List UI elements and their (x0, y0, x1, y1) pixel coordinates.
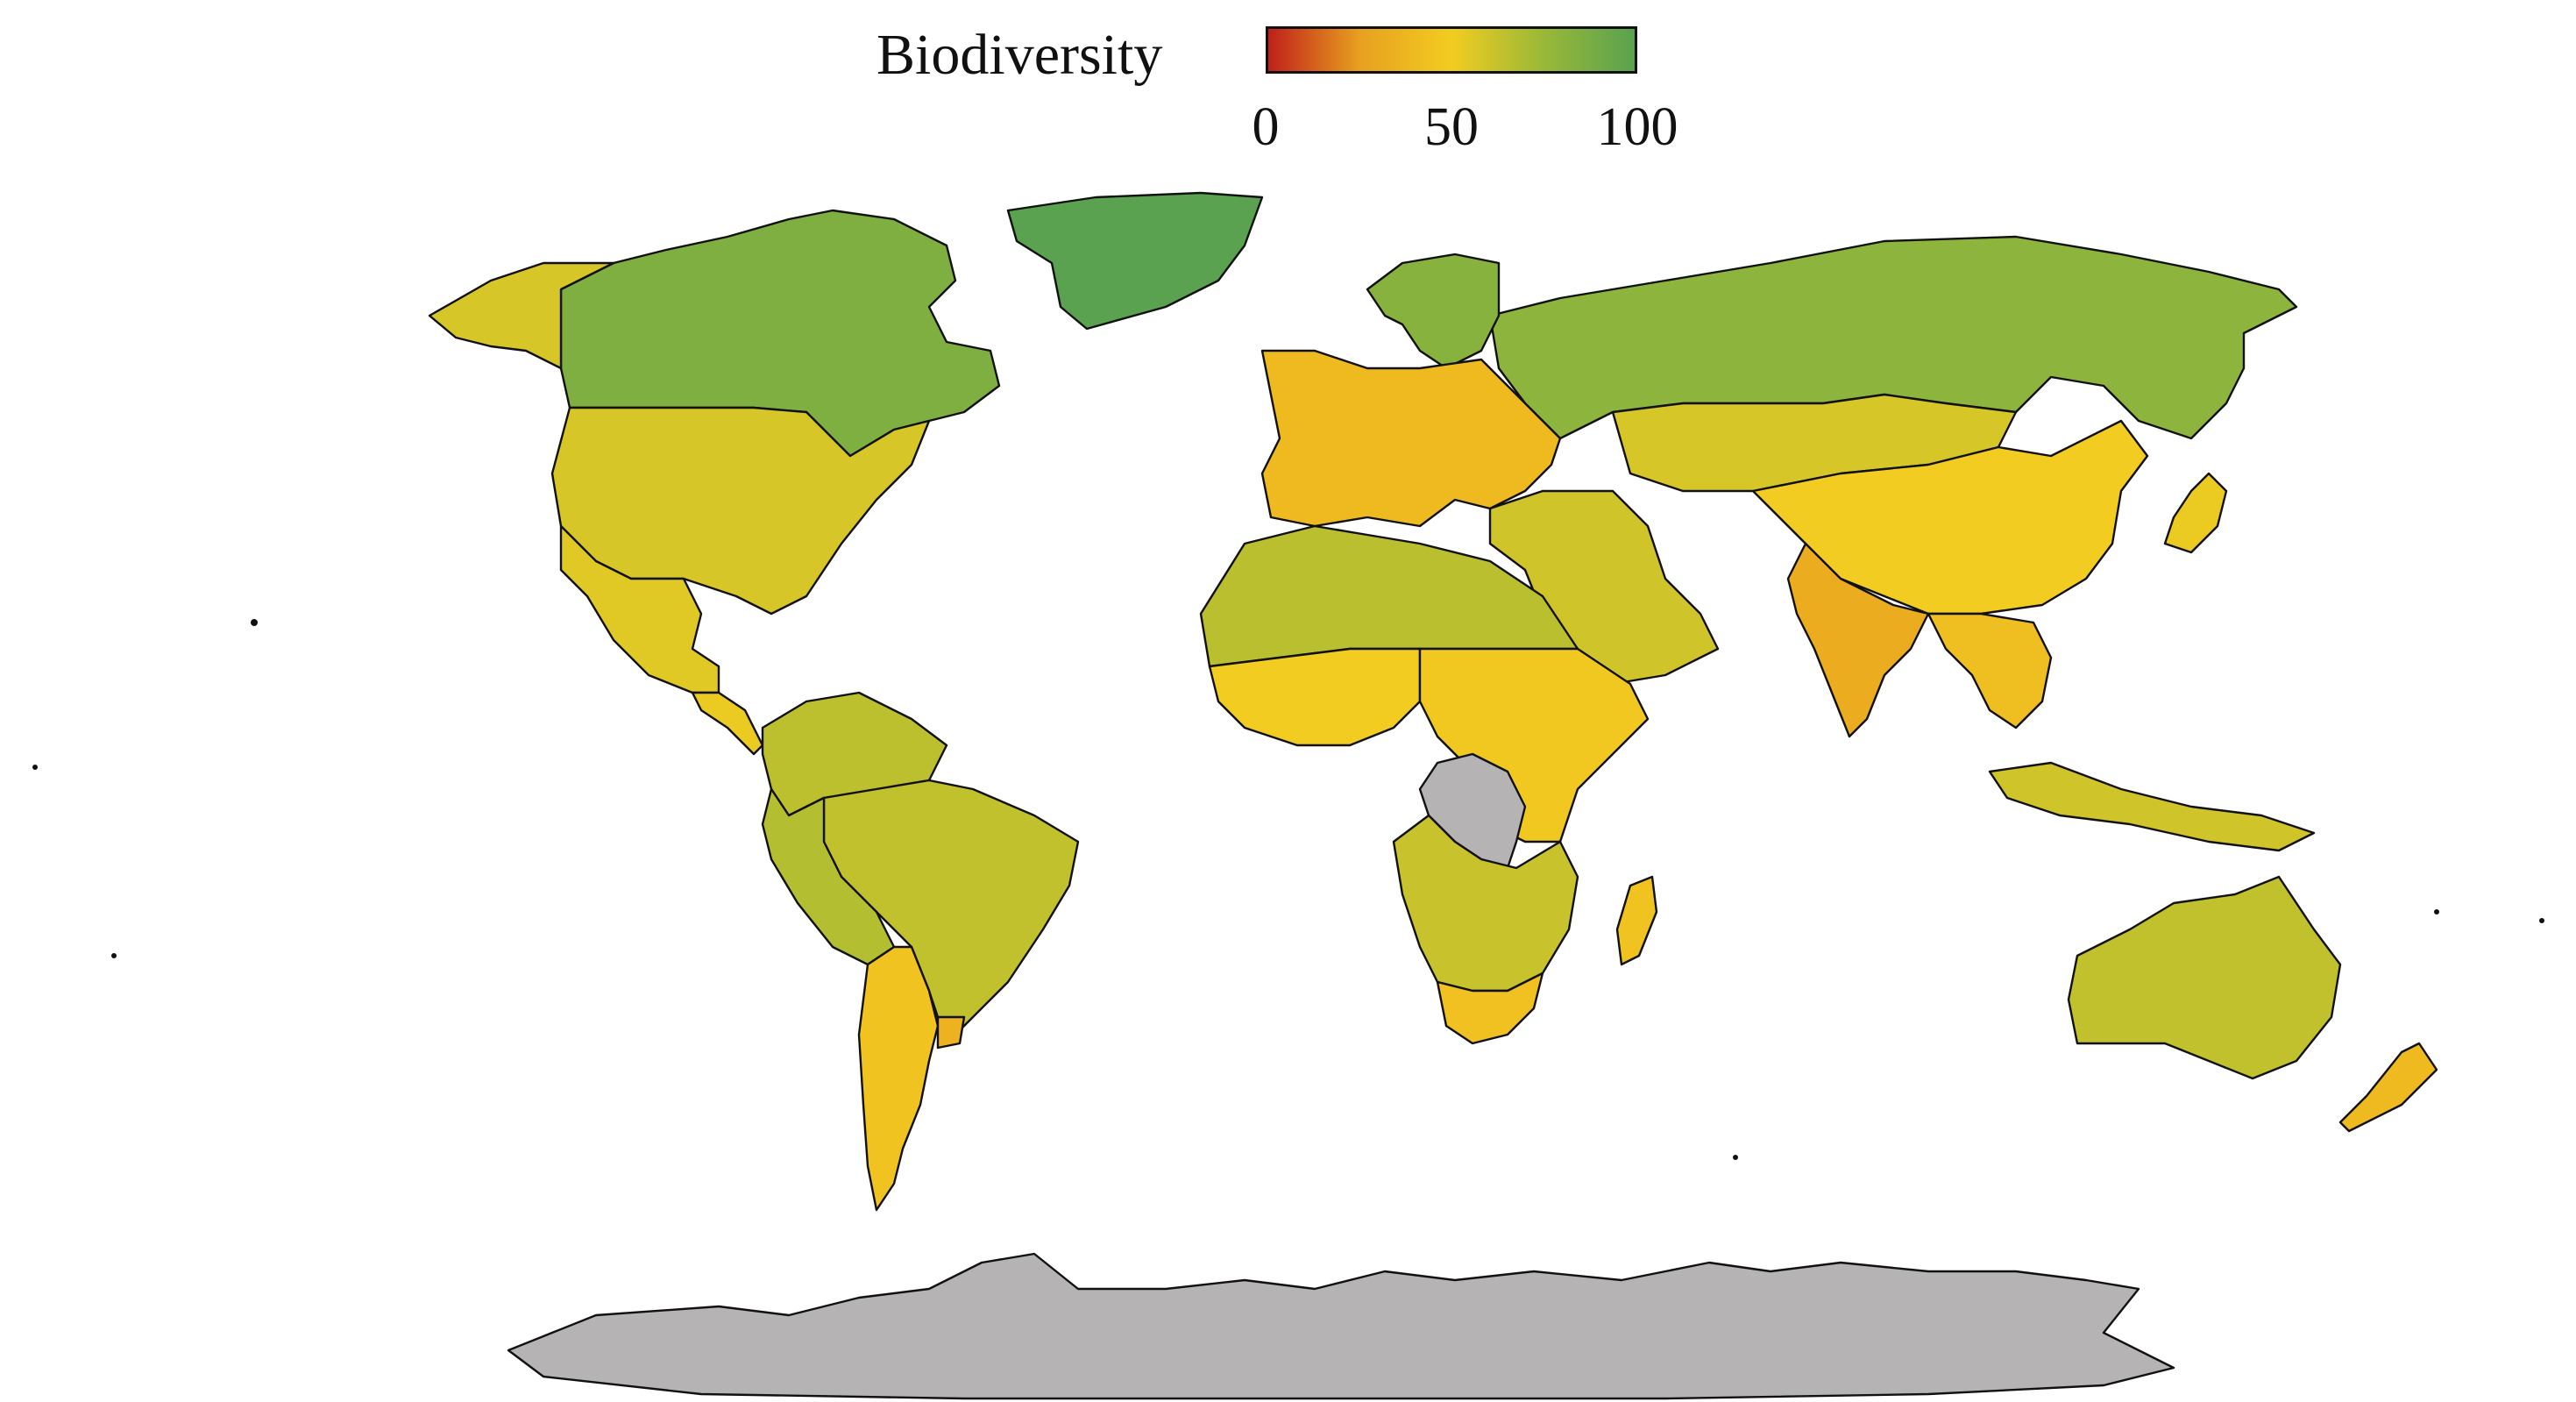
legend-tick-100: 100 (1596, 97, 1678, 157)
island-marker (111, 953, 117, 958)
region-madagascar (1615, 875, 1658, 966)
region-china (1751, 419, 2149, 616)
island-marker (32, 765, 38, 770)
region-argentina (857, 945, 940, 1212)
region-uruguay (936, 1015, 966, 1050)
region-west-africa (1208, 647, 1422, 747)
legend-colorbar (1266, 26, 1637, 74)
region-japan (2163, 472, 2228, 554)
region-east-africa (1418, 647, 1650, 843)
island-marker (2434, 909, 2439, 915)
region-alaska (428, 261, 615, 370)
region-turkey-middle-east (1488, 489, 1720, 686)
region-south-africa (1436, 971, 1544, 1045)
region-india (1786, 542, 1930, 738)
island-marker (1733, 1155, 1738, 1160)
region-greenland (1006, 191, 1264, 331)
region-australia (2067, 875, 2342, 1080)
region-mexico (559, 524, 720, 694)
region-indonesia (1988, 761, 2316, 852)
region-southeast-asia (1927, 612, 2053, 729)
region-central-america (691, 691, 764, 756)
region-antarctica (507, 1252, 2175, 1400)
region-new-zealand (2338, 1042, 2438, 1133)
legend-title: Biodiversity (876, 23, 1163, 87)
region-southern-africa (1392, 814, 1579, 993)
legend-tick-50: 50 (1424, 97, 1479, 157)
island-marker (2539, 918, 2544, 923)
island-marker (251, 619, 258, 626)
region-kazakhstan-mongolia (1611, 393, 2018, 493)
legend-tick-0: 0 (1252, 97, 1280, 157)
region-scandinavia (1366, 253, 1501, 370)
